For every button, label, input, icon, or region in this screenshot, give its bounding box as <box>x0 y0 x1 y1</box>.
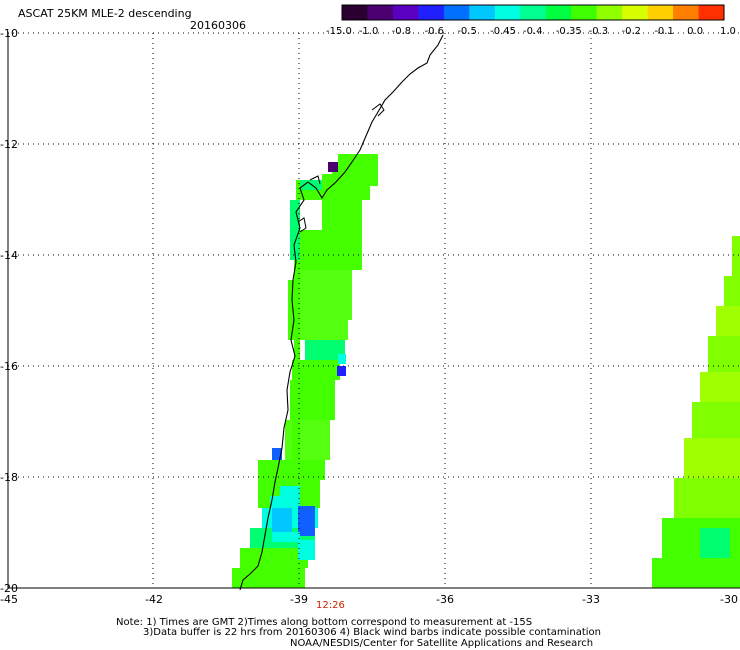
colorbar-swatch <box>596 5 623 20</box>
pass-time-label: 12:26 <box>316 600 345 611</box>
lat-label: -10 <box>0 27 18 40</box>
swath-cell <box>684 438 740 478</box>
colorbar-tick-label: -15.0 <box>326 26 352 37</box>
swath-cell <box>700 528 730 558</box>
swath-cell <box>322 186 370 200</box>
swath-cell <box>240 548 308 568</box>
colorbar-swatch <box>418 5 445 20</box>
colorbar-swatch <box>494 5 521 20</box>
swath-cell <box>652 558 740 588</box>
colorbar-tick-label: -0.2 <box>621 26 642 37</box>
colorbar-tick-label: -1.0 <box>358 26 379 37</box>
swath-cell <box>708 336 740 372</box>
lat-label: -12 <box>0 138 18 151</box>
note-line-1: Note: 1) Times are GMT 2)Times along bot… <box>116 617 533 628</box>
swath-cell <box>337 366 346 376</box>
swath-cell <box>272 532 300 542</box>
swath-cell <box>332 164 378 174</box>
swath-cell <box>285 420 330 460</box>
swath-cell <box>732 236 740 276</box>
swath-cell <box>288 280 300 340</box>
lon-label: -45 <box>0 593 18 606</box>
swath-cell <box>322 200 362 230</box>
swath-cell <box>272 508 292 532</box>
swath-cell <box>305 340 345 360</box>
swath-cell <box>298 540 315 560</box>
colorbar-swatch <box>545 5 572 20</box>
swath-cell <box>322 174 378 186</box>
swath-cell <box>674 478 740 518</box>
swath-cell <box>280 486 300 496</box>
colorbar-tick-label: -0.35 <box>555 26 582 37</box>
swath-cell <box>338 354 346 364</box>
swath-cell <box>270 496 300 510</box>
colorbar-tick-label: -0.45 <box>490 26 517 37</box>
colorbar-swatch <box>698 5 725 20</box>
note-line-2: 3)Data buffer is 22 hrs from 20160306 4)… <box>143 627 601 638</box>
lat-label: -20 <box>0 582 18 595</box>
lon-label: -42 <box>145 593 163 606</box>
swath-cell <box>300 320 348 340</box>
lat-label: -16 <box>0 360 18 373</box>
colorbar-frame <box>341 4 725 21</box>
swath-cell <box>272 448 282 460</box>
note-line-3: NOAA/NESDIS/Center for Satellite Applica… <box>290 638 594 649</box>
colorbar-tick-label: -0.8 <box>391 26 412 37</box>
swath-cell <box>232 568 305 588</box>
colorbar-swatch <box>342 5 368 20</box>
lat-label: -18 <box>0 471 18 484</box>
swath-cell <box>328 162 338 172</box>
swath-cell <box>700 372 740 402</box>
colorbar-tick-label: -0.5 <box>457 26 477 37</box>
colorbar-tick-label: -0.3 <box>588 26 609 37</box>
swath-cell <box>292 360 300 460</box>
frame <box>7 33 740 589</box>
swath-cell <box>300 180 322 190</box>
swath-cell <box>338 154 378 164</box>
colorbar-swatch <box>673 5 700 20</box>
swath-cell <box>724 276 740 306</box>
swath-cell <box>298 506 315 536</box>
lon-label: -30 <box>720 593 738 606</box>
colorbar-tick-label: 0.0 <box>687 26 704 37</box>
coastline <box>239 34 444 591</box>
colorbar-tick-label: -0.6 <box>424 26 445 37</box>
colorbar <box>341 4 725 21</box>
swath-cell <box>296 270 352 320</box>
swath-cell <box>258 460 275 490</box>
colorbar-swatch <box>367 5 394 20</box>
colorbar-swatch <box>647 5 674 20</box>
colorbar-swatch <box>571 5 598 20</box>
swath-cell <box>268 460 325 480</box>
colorbar-tick-label: 1.0 <box>720 26 736 37</box>
swath-cell <box>290 200 300 260</box>
colorbar-tick-label: -0.1 <box>654 26 674 37</box>
colorbar-tick-label: -0.4 <box>523 26 543 37</box>
lon-label: -36 <box>436 593 454 606</box>
colorbar-swatch <box>443 5 470 20</box>
coastline-islands <box>297 103 385 233</box>
swath-cells <box>232 154 740 588</box>
swath-cell <box>716 306 740 336</box>
colorbar-swatch <box>392 5 419 20</box>
lon-label: -39 <box>290 593 308 606</box>
colorbar-swatch <box>622 5 649 20</box>
graticule <box>8 32 740 588</box>
colorbar-swatch <box>469 5 496 20</box>
colorbar-swatch <box>520 5 547 20</box>
swath-cell <box>298 230 362 270</box>
swath-cell <box>262 476 320 488</box>
lon-label: -33 <box>582 593 600 606</box>
chart-date: 20160306 <box>190 19 246 32</box>
chart-title: ASCAT 25KM MLE-2 descending <box>18 7 192 20</box>
swath-cell <box>296 360 340 380</box>
lat-label: -14 <box>0 249 18 262</box>
swath-cell <box>692 402 740 438</box>
